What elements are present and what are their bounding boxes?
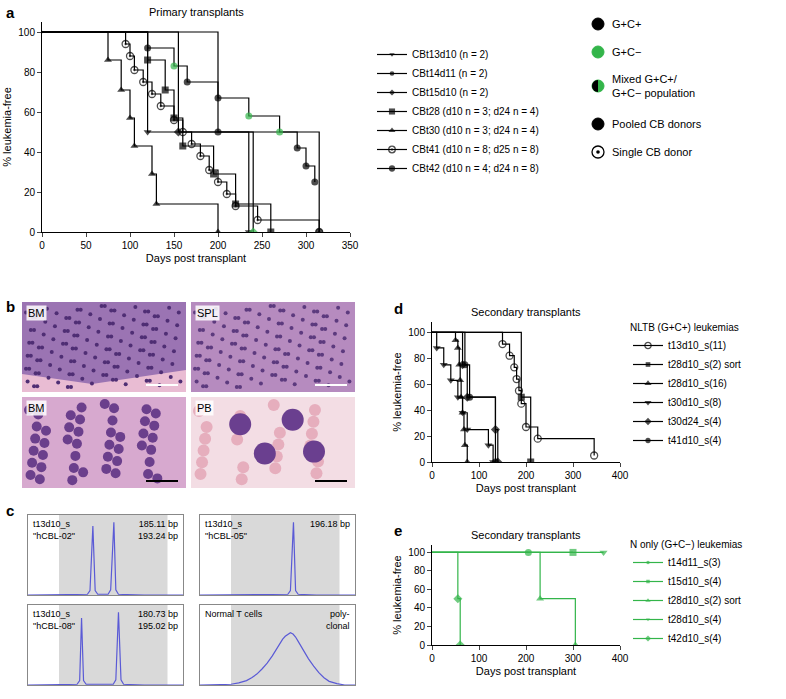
svg-text:Days post transplant: Days post transplant — [476, 665, 576, 677]
svg-text:% leukemia-free: % leukemia-free — [1, 87, 13, 166]
svg-text:40: 40 — [414, 602, 426, 613]
svg-text:CBt13d10 (n = 2): CBt13d10 (n = 2) — [412, 49, 488, 60]
svg-text:t14d11_s(3): t14d11_s(3) — [668, 557, 721, 568]
svg-text:20: 20 — [414, 621, 426, 632]
svg-text:100: 100 — [471, 470, 488, 481]
svg-text:40: 40 — [24, 147, 36, 158]
svg-text:0: 0 — [419, 457, 425, 468]
svg-text:t28d10_s(16): t28d10_s(16) — [668, 378, 727, 389]
svg-text:t13d10_s(11): t13d10_s(11) — [668, 340, 726, 351]
svg-text:180.73 bp195.02 bp: 180.73 bp195.02 bp — [138, 609, 178, 631]
svg-text:20: 20 — [414, 431, 426, 442]
svg-text:300: 300 — [298, 240, 315, 251]
svg-text:% leukemia-free: % leukemia-free — [391, 352, 403, 431]
svg-text:350: 350 — [342, 240, 359, 251]
svg-text:t28d10_s(4): t28d10_s(4) — [668, 614, 721, 625]
svg-text:0: 0 — [429, 470, 435, 481]
svg-text:CBt15d10 (n = 2): CBt15d10 (n = 2) — [412, 87, 488, 98]
svg-text:CBt41 (d10 n = 8; d25 n = 8): CBt41 (d10 n = 8; d25 n = 8) — [412, 144, 539, 155]
svg-text:196.18 bp: 196.18 bp — [310, 519, 350, 529]
svg-text:400: 400 — [612, 470, 629, 481]
svg-text:150: 150 — [166, 240, 183, 251]
svg-text:CBt30 (d10 n = 3; d24 n = 4): CBt30 (d10 n = 3; d24 n = 4) — [412, 125, 539, 136]
svg-text:100: 100 — [408, 327, 425, 338]
svg-text:CBt28 (d10 n = 3; d24 n = 4): CBt28 (d10 n = 3; d24 n = 4) — [412, 106, 539, 117]
svg-text:Pooled CB donors: Pooled CB donors — [612, 118, 702, 130]
svg-text:80: 80 — [24, 67, 36, 78]
svg-text:a: a — [6, 4, 15, 21]
svg-text:80: 80 — [414, 565, 426, 576]
svg-text:100: 100 — [122, 240, 139, 251]
svg-text:G+C+: G+C+ — [612, 18, 641, 30]
svg-text:20: 20 — [24, 187, 36, 198]
svg-text:BM: BM — [28, 307, 45, 319]
svg-text:t41d10_s(4): t41d10_s(4) — [668, 435, 721, 446]
svg-text:50: 50 — [80, 240, 92, 251]
svg-text:c: c — [6, 502, 14, 519]
svg-text:d: d — [394, 300, 403, 317]
svg-text:250: 250 — [254, 240, 271, 251]
svg-text:Single CB donor: Single CB donor — [612, 146, 692, 158]
svg-text:0: 0 — [39, 240, 45, 251]
svg-text:80: 80 — [414, 353, 426, 364]
svg-text:CBt14d11 (n = 2): CBt14d11 (n = 2) — [412, 68, 488, 79]
svg-text:t30d10_s(8): t30d10_s(8) — [668, 397, 721, 408]
svg-text:SPL: SPL — [197, 307, 218, 319]
svg-text:Secondary transplants: Secondary transplants — [471, 306, 581, 318]
svg-text:t15d10_s(4): t15d10_s(4) — [668, 576, 721, 587]
svg-text:e: e — [394, 522, 402, 539]
svg-text:Normal T cells: Normal T cells — [205, 609, 263, 619]
svg-text:Mixed G+C+/G+C− population: Mixed G+C+/G+C− population — [612, 73, 695, 99]
svg-text:t13d10_s"hCBL-05": t13d10_s"hCBL-05" — [205, 519, 247, 541]
svg-text:CBt42 (d10 n = 4; d24 n = 8): CBt42 (d10 n = 4; d24 n = 8) — [412, 163, 539, 174]
svg-text:200: 200 — [518, 470, 535, 481]
svg-text:t30d24_s(4): t30d24_s(4) — [668, 416, 721, 427]
svg-text:200: 200 — [518, 653, 535, 664]
svg-text:60: 60 — [414, 584, 426, 595]
svg-text:Secondary transplants: Secondary transplants — [471, 529, 581, 541]
svg-text:t28d10_s(2) sort: t28d10_s(2) sort — [668, 359, 741, 370]
svg-text:40: 40 — [414, 405, 426, 416]
svg-text:N only (G+C−) leukemias: N only (G+C−) leukemias — [630, 539, 742, 550]
svg-text:Days post transplant: Days post transplant — [146, 252, 246, 264]
svg-text:PB: PB — [197, 402, 212, 414]
svg-text:G+C−: G+C− — [612, 46, 641, 58]
svg-text:t13d10_s"hCBL-08": t13d10_s"hCBL-08" — [33, 609, 75, 631]
svg-text:100: 100 — [471, 653, 488, 664]
svg-text:0: 0 — [419, 640, 425, 651]
svg-text:Days post transplant: Days post transplant — [476, 482, 576, 494]
svg-text:b: b — [6, 298, 15, 315]
svg-text:200: 200 — [210, 240, 227, 251]
svg-text:0: 0 — [29, 227, 35, 238]
svg-text:t28d10_s(2) sort: t28d10_s(2) sort — [668, 595, 741, 606]
svg-text:t13d10_s"hCBL-02": t13d10_s"hCBL-02" — [33, 519, 75, 541]
svg-text:NLTB (G+C+) leukemias: NLTB (G+C+) leukemias — [630, 322, 739, 333]
svg-text:BM: BM — [28, 402, 45, 414]
svg-text:Primary transplants: Primary transplants — [149, 6, 244, 18]
svg-text:185.11 bp193.24 bp: 185.11 bp193.24 bp — [138, 519, 178, 541]
svg-text:% leukemia-free: % leukemia-free — [391, 555, 403, 634]
svg-text:100: 100 — [18, 27, 35, 38]
svg-text:0: 0 — [429, 653, 435, 664]
svg-text:poly-clonal: poly-clonal — [326, 609, 350, 631]
svg-text:100: 100 — [408, 547, 425, 558]
svg-text:300: 300 — [565, 470, 582, 481]
svg-text:60: 60 — [414, 379, 426, 390]
svg-text:300: 300 — [565, 653, 582, 664]
svg-text:60: 60 — [24, 107, 36, 118]
svg-text:t42d10_s(4): t42d10_s(4) — [668, 633, 721, 644]
svg-text:400: 400 — [612, 653, 629, 664]
